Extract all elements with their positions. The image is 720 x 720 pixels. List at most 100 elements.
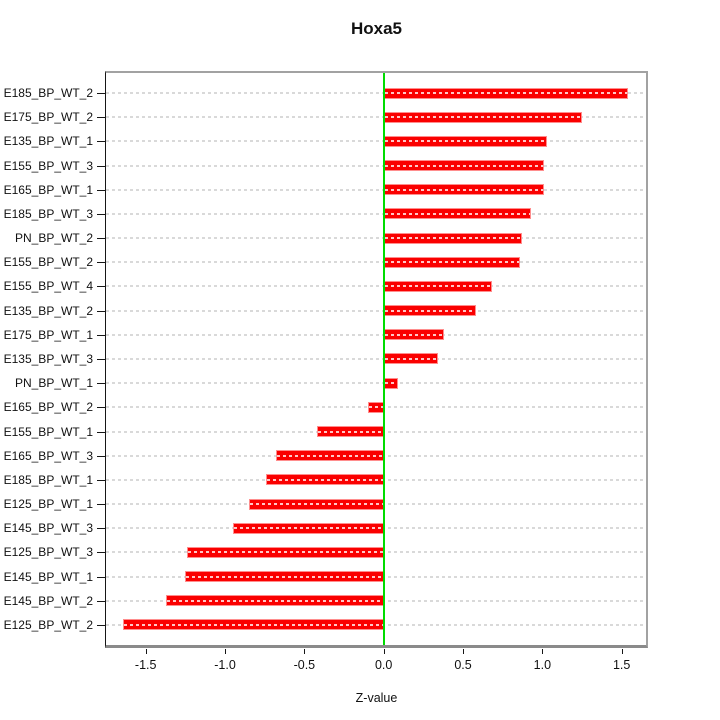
bar (383, 329, 444, 341)
zero-line (382, 73, 385, 645)
y-tick (97, 286, 105, 287)
bar (266, 474, 384, 486)
y-tick (97, 480, 105, 481)
bar (383, 87, 629, 99)
gridline (106, 309, 646, 312)
bar-dash-pattern (384, 357, 437, 360)
y-category-label: E165_BP_WT_2 (3, 400, 93, 415)
y-tick (97, 238, 105, 239)
bar-dash-pattern (249, 503, 383, 506)
x-tick (463, 649, 464, 654)
bar (383, 160, 544, 172)
x-tick (304, 649, 305, 654)
y-tick (97, 311, 105, 312)
y-tick (97, 335, 105, 336)
y-category-label: E145_BP_WT_3 (3, 521, 93, 536)
y-category-label: E155_BP_WT_2 (3, 255, 93, 270)
y-tick (97, 456, 105, 457)
y-category-label: E185_BP_WT_1 (3, 472, 93, 487)
gridline (106, 237, 646, 240)
gridline (106, 164, 646, 167)
bar-dash-pattern (276, 454, 383, 457)
y-category-label: E155_BP_WT_1 (3, 424, 93, 439)
y-tick (97, 214, 105, 215)
bar-dash-pattern (384, 212, 531, 215)
y-category-label: E185_BP_WT_2 (3, 86, 93, 100)
y-tick (97, 93, 105, 94)
gridline (106, 382, 646, 385)
y-category-label: E145_BP_WT_1 (3, 569, 93, 584)
gridline (106, 116, 646, 119)
bar-dash-pattern (384, 333, 443, 336)
bar (166, 595, 384, 607)
x-tick (384, 649, 385, 654)
bar (383, 208, 532, 220)
y-tick (97, 190, 105, 191)
gridline (106, 333, 646, 336)
y-category-label: E135_BP_WT_1 (3, 134, 93, 149)
y-category-label: PN_BP_WT_1 (14, 376, 93, 391)
y-category-label: E165_BP_WT_3 (3, 448, 93, 463)
bar-dash-pattern (267, 478, 383, 481)
gridline (106, 92, 646, 94)
bar (383, 280, 492, 292)
y-category-label: E125_BP_WT_3 (3, 545, 93, 560)
gridline (106, 261, 646, 264)
x-tick (622, 649, 623, 654)
y-category-label: E175_BP_WT_1 (3, 327, 93, 342)
bar-dash-pattern (384, 285, 491, 288)
bar-dash-pattern (384, 140, 547, 143)
bar-dash-pattern (368, 406, 383, 409)
bar-dash-pattern (384, 309, 475, 312)
y-tick (97, 407, 105, 408)
bar-dash-pattern (167, 599, 383, 602)
gridline (106, 212, 646, 215)
x-tick-label: 1.0 (533, 658, 552, 672)
x-tick-label: -1.0 (214, 658, 236, 672)
y-tick (97, 262, 105, 263)
bar (383, 256, 521, 268)
bar (383, 232, 522, 244)
bar-dash-pattern (186, 575, 383, 578)
bar (383, 353, 438, 365)
y-tick (97, 432, 105, 433)
x-tick-label: -1.5 (134, 658, 157, 672)
y-tick (97, 166, 105, 167)
y-category-label: E125_BP_WT_2 (3, 617, 93, 632)
y-category-label: E155_BP_WT_4 (3, 279, 93, 294)
y-category-label: E185_BP_WT_3 (3, 206, 93, 221)
bar (275, 450, 384, 462)
bar-dash-pattern (384, 188, 543, 191)
bar-dash-pattern (384, 261, 520, 264)
y-tick (97, 504, 105, 505)
gridline (106, 357, 646, 360)
y-tick (97, 625, 105, 626)
y-tick (97, 601, 105, 602)
x-tick (225, 649, 226, 654)
bar (123, 619, 384, 631)
gridline (106, 188, 646, 191)
plot-area (105, 71, 648, 648)
bar (383, 305, 476, 317)
y-category-label: E125_BP_WT_1 (3, 497, 93, 512)
y-category-label: E135_BP_WT_2 (3, 303, 93, 318)
bar (383, 184, 544, 196)
x-tick (146, 649, 147, 654)
bar-dash-pattern (384, 382, 397, 385)
x-tick-label: 0.5 (454, 658, 472, 672)
bar-dash-pattern (318, 430, 383, 433)
gridline (106, 285, 646, 288)
y-tick (97, 577, 105, 578)
chart-title: Hoxa5 (350, 19, 403, 38)
x-tick (542, 649, 543, 654)
bar (185, 571, 384, 583)
bar (383, 377, 398, 389)
x-tick-label: 1.5 (612, 658, 631, 672)
y-tick (97, 552, 105, 553)
bar-dash-pattern (384, 92, 628, 94)
bar-dash-pattern (384, 116, 581, 119)
x-tick-label: -0.5 (293, 658, 316, 672)
y-category-label: E165_BP_WT_1 (3, 182, 93, 197)
y-category-label: E145_BP_WT_2 (3, 593, 93, 608)
bar (383, 135, 548, 147)
